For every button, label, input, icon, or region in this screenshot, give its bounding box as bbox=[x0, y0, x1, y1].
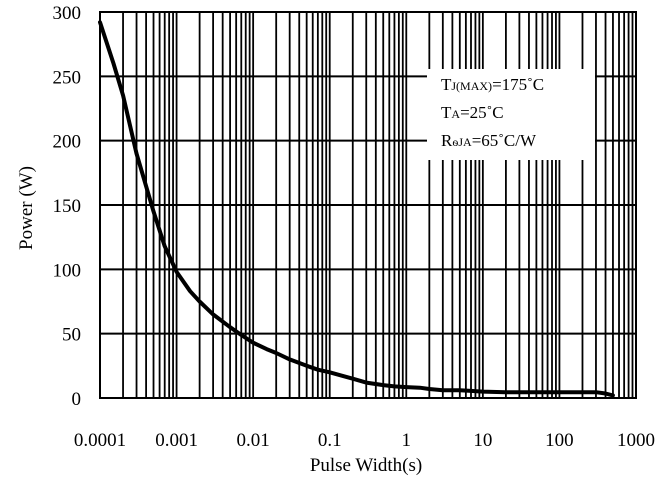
annotation-tjmax: TJ(MAX)=175˚C bbox=[441, 75, 544, 94]
x-tick-label: 10 bbox=[473, 430, 492, 451]
x-tick-label: 0.01 bbox=[237, 430, 270, 451]
y-tick-label: 0 bbox=[72, 389, 82, 410]
power-curve bbox=[98, 20, 615, 398]
x-tick-label: 0.001 bbox=[155, 430, 198, 451]
annotation-box: TJ(MAX)=175˚C TA=25˚C RѳJA=65˚C/W bbox=[427, 69, 595, 160]
x-axis-label: Pulse Width(s) bbox=[310, 455, 422, 476]
annotation-rthja: RѳJA=65˚C/W bbox=[441, 131, 537, 150]
y-tick-label: 150 bbox=[53, 196, 82, 217]
x-tick-label: 1000 bbox=[617, 430, 655, 451]
x-tick-label: 0.1 bbox=[318, 430, 342, 451]
y-tick-label: 200 bbox=[53, 132, 82, 153]
y-tick-label: 50 bbox=[62, 325, 81, 346]
y-tick-label: 100 bbox=[53, 260, 82, 281]
y-tick-label: 300 bbox=[53, 3, 82, 24]
x-tick-label: 100 bbox=[545, 430, 574, 451]
y-axis-ticks: 0 50 100 150 200 250 300 bbox=[53, 3, 82, 410]
annotation-background bbox=[427, 69, 595, 160]
x-axis-ticks: 0.0001 0.001 0.01 0.1 1 10 100 1000 bbox=[74, 430, 655, 451]
annotation-ta: TA=25˚C bbox=[441, 103, 504, 122]
x-tick-label: 1 bbox=[402, 430, 412, 451]
plot-frame bbox=[99, 11, 637, 399]
y-axis-label: Power (W) bbox=[16, 166, 37, 250]
y-tick-label: 250 bbox=[53, 67, 82, 88]
x-tick-label: 0.0001 bbox=[74, 430, 126, 451]
